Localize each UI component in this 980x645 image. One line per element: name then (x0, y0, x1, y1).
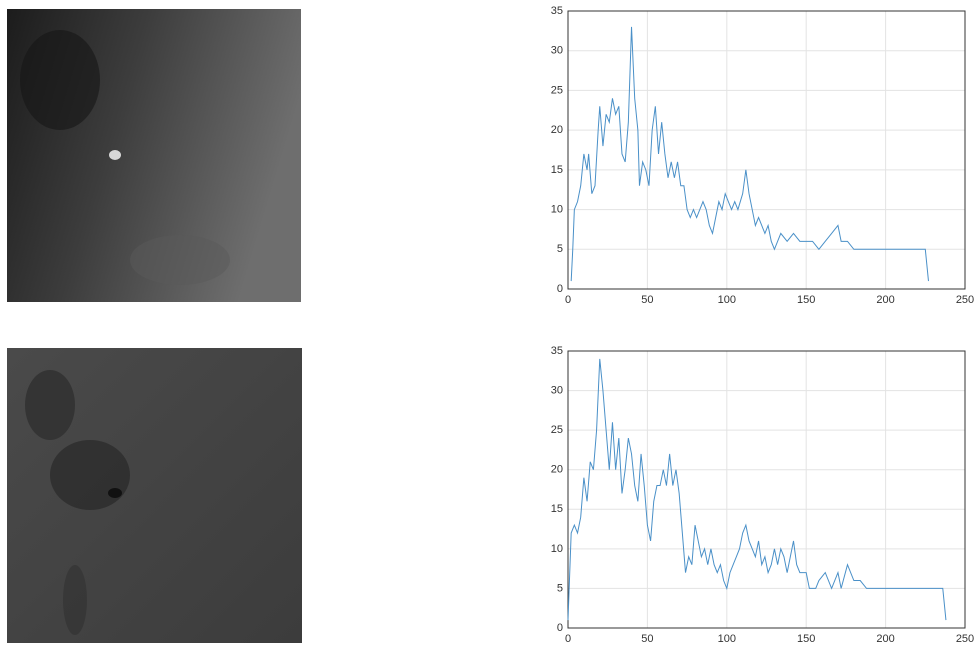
x-tick-label: 150 (797, 294, 815, 306)
y-tick-label: 20 (551, 124, 563, 136)
y-tick-label: 0 (557, 622, 563, 634)
x-tick-label: 50 (641, 294, 653, 306)
y-tick-label: 5 (557, 582, 563, 594)
x-tick-label: 200 (876, 294, 894, 306)
figure: 0501001502002500510152025303505010015020… (0, 0, 980, 645)
x-tick-label: 150 (797, 633, 815, 645)
x-tick-label: 250 (956, 633, 974, 645)
y-tick-label: 35 (551, 345, 563, 357)
y-tick-label: 35 (551, 5, 563, 17)
y-tick-label: 15 (551, 503, 563, 515)
x-tick-label: 200 (876, 633, 894, 645)
plot-frame (568, 11, 965, 289)
y-tick-label: 0 (557, 283, 563, 295)
x-tick-label: 100 (718, 633, 736, 645)
y-tick-label: 25 (551, 84, 563, 96)
y-tick-label: 5 (557, 243, 563, 255)
y-tick-label: 15 (551, 164, 563, 176)
y-tick-label: 25 (551, 424, 563, 436)
line-chart: 0 50 100 150 200 250 0 5 10 15 20 25 30 35 (551, 5, 974, 306)
y-tick-label: 30 (551, 384, 563, 396)
x-tick-label: 0 (565, 294, 571, 306)
y-tick-label: 20 (551, 464, 563, 476)
photo-top (7, 9, 301, 302)
data-line (571, 27, 928, 281)
line-chart: 0 50 100 150 200 250 0 5 10 15 20 25 30 35 (551, 345, 974, 645)
plot-frame (568, 351, 965, 628)
data-line (568, 359, 946, 620)
x-tick-label: 250 (956, 294, 974, 306)
x-tick-label: 50 (641, 633, 653, 645)
y-tick-label: 30 (551, 45, 563, 57)
y-tick-label: 10 (551, 543, 563, 555)
x-tick-label: 100 (718, 294, 736, 306)
photo-bottom (7, 348, 302, 643)
y-tick-label: 10 (551, 203, 563, 215)
x-tick-label: 0 (565, 633, 571, 645)
